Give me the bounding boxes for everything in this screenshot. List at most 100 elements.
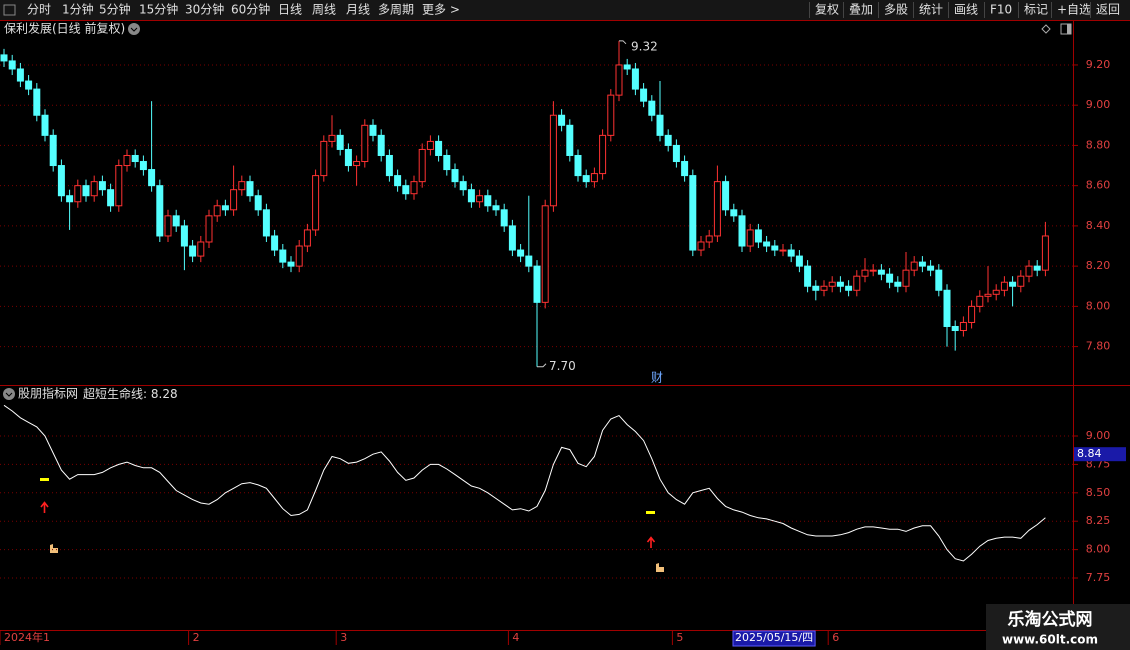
period-tab[interactable]: 15分钟 — [139, 2, 178, 17]
panel-icon-fill — [1067, 24, 1071, 34]
legend-name: 超短生命线: — [83, 386, 147, 401]
candle-body — [361, 124, 369, 163]
toolbar — [0, 0, 1130, 20]
dropdown-chevron — [130, 27, 138, 32]
toolbar-button[interactable]: F10 — [990, 3, 1012, 17]
candle-body — [312, 175, 320, 231]
candle-body — [66, 195, 74, 203]
indicator-line — [3, 404, 1046, 562]
candle-body — [779, 249, 787, 252]
toolbar-button[interactable]: 标记 — [1024, 3, 1048, 17]
toolbar-button[interactable]: 画线 — [954, 3, 978, 17]
candle-body — [566, 124, 574, 156]
candle-body — [910, 261, 918, 271]
dropdown-icon[interactable] — [128, 23, 140, 35]
candle-body — [238, 181, 246, 191]
candle-body — [599, 134, 607, 175]
candle-body — [918, 261, 926, 267]
candle-body — [287, 261, 295, 267]
candle-body — [57, 165, 65, 197]
candle-body — [607, 94, 615, 136]
signal-arrow — [40, 501, 49, 513]
finance-marker[interactable]: 财 — [651, 371, 663, 385]
candle-body — [968, 305, 976, 323]
candle-body — [894, 281, 902, 287]
period-tab[interactable]: 更多 > — [422, 3, 460, 17]
candle-body — [1009, 281, 1017, 287]
candle-body — [836, 281, 844, 287]
candle-body — [33, 88, 41, 116]
candle-body — [123, 154, 131, 167]
toolbar-button[interactable]: 复权 — [815, 3, 839, 17]
toolbar-button[interactable]: +自选 — [1057, 3, 1091, 17]
candle-body — [1000, 281, 1008, 291]
candle-body — [82, 185, 90, 197]
candle-body — [410, 181, 418, 195]
candle-body — [1025, 265, 1033, 277]
candle-body — [394, 175, 402, 187]
y-tick-label: 9.00 — [1086, 98, 1111, 111]
candle-body — [254, 195, 262, 211]
chart-title: 保利发展(日线 前复权) — [4, 21, 125, 36]
indicator-title: 股朋指标网 — [18, 386, 78, 401]
candle-body — [615, 64, 623, 96]
candle-body — [672, 144, 680, 163]
period-tab[interactable]: 周线 — [312, 3, 336, 17]
candle-body — [640, 88, 648, 102]
candle-body — [476, 195, 484, 203]
candle-body — [148, 169, 156, 187]
cursor-date-box — [732, 630, 816, 647]
watermark-title: 乐淘公式网 — [1008, 609, 1093, 630]
period-tab[interactable]: 分时 — [27, 3, 51, 17]
candle-body — [517, 249, 525, 257]
low-label: 7.70 — [549, 359, 576, 373]
dropdown-icon[interactable] — [3, 388, 15, 400]
period-tab[interactable]: 30分钟 — [185, 2, 224, 17]
candle-body — [1033, 265, 1041, 271]
y-tick-label: 8.50 — [1086, 486, 1111, 499]
candle-body — [107, 189, 115, 207]
candle-body — [1017, 275, 1025, 287]
candle-body — [369, 124, 377, 136]
y-tick-label: 7.75 — [1086, 571, 1111, 584]
signal-dash — [646, 511, 655, 514]
candle-body — [16, 68, 24, 82]
candle-body — [508, 225, 516, 251]
dropdown-chevron — [5, 392, 13, 397]
period-tab[interactable]: 1分钟 — [62, 2, 94, 17]
candle-body — [886, 273, 894, 283]
y-tick-label: 8.25 — [1086, 514, 1111, 527]
y-tick-label: 8.20 — [1086, 259, 1111, 272]
period-tab[interactable]: 60分钟 — [231, 2, 270, 17]
candle-body — [992, 289, 1000, 295]
candle-body — [787, 249, 795, 257]
toolbar-button[interactable]: 叠加 — [849, 3, 873, 17]
menu-icon[interactable] — [3, 4, 16, 16]
toolbar-button[interactable]: 返回 — [1096, 3, 1120, 17]
period-tab[interactable]: 多周期 — [378, 3, 414, 17]
watermark-url: www.60lt.com — [1002, 633, 1098, 647]
candle-body — [271, 235, 279, 251]
period-tab[interactable]: 月线 — [346, 3, 370, 17]
candle-body — [139, 161, 147, 171]
candle-body — [230, 189, 238, 211]
period-tab[interactable]: 日线 — [278, 3, 302, 17]
candle-body — [262, 209, 270, 237]
toolbar-button[interactable]: 多股 — [884, 3, 908, 17]
legend-value: 8.28 — [151, 387, 178, 401]
toolbar-button[interactable]: 统计 — [919, 3, 943, 17]
candle-body — [353, 161, 361, 167]
y-tick-label: 8.60 — [1086, 179, 1111, 192]
diamond-icon[interactable] — [1041, 24, 1051, 34]
candle-body — [935, 269, 943, 291]
candle-body — [426, 140, 434, 150]
candle-body — [377, 134, 385, 156]
candle-body — [435, 140, 443, 156]
candle-body — [459, 181, 467, 191]
candle-body — [951, 325, 959, 332]
period-tab[interactable]: 5分钟 — [99, 2, 131, 17]
candle-body — [861, 269, 869, 277]
y-tick-label: 8.00 — [1086, 299, 1111, 312]
